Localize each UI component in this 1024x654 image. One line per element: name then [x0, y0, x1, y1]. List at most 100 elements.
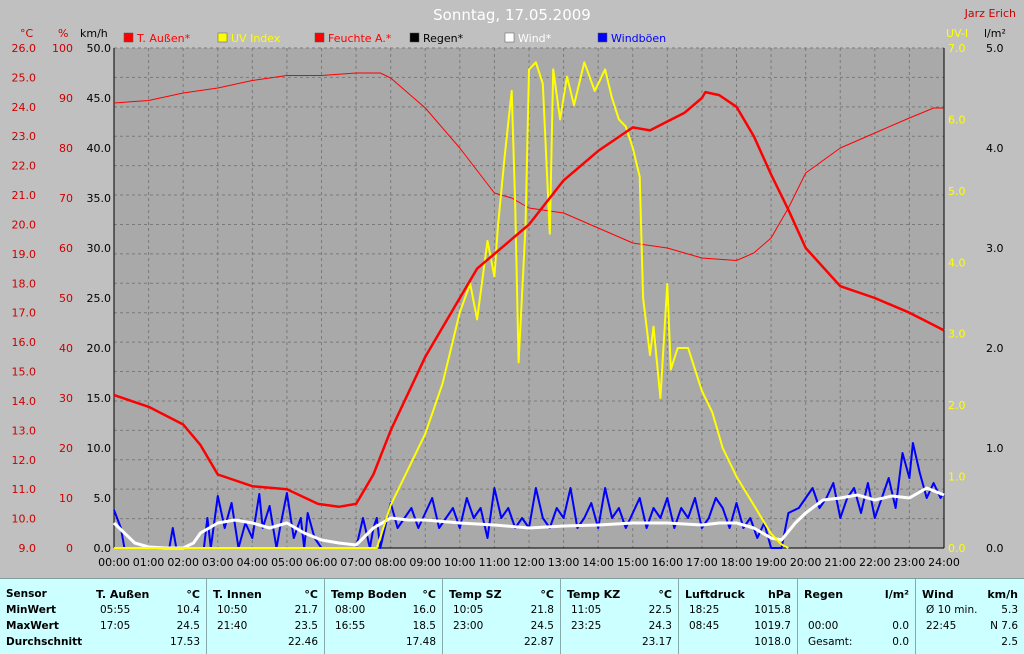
stats-table: Sensor MinWert MaxWert Durchschnitt T. A… — [0, 578, 1024, 654]
x-tick-label: 22:00 — [859, 556, 891, 569]
temp-unit-label: °C — [20, 27, 34, 40]
max-value: 1019.7 — [754, 620, 791, 632]
rain-tick-label: 3.0 — [986, 242, 1004, 255]
column-title: Luftdruck — [685, 588, 745, 601]
legend-label: Feuchte A.* — [328, 32, 392, 45]
x-tick-label: 11:00 — [479, 556, 511, 569]
column-unit: °C — [422, 588, 436, 601]
max-time: 23:00 — [453, 620, 484, 632]
temp-tick-label: 15.0 — [12, 366, 37, 379]
series-line — [113, 90, 945, 509]
avg-value: 22.46 — [287, 636, 318, 648]
wind-tick-label: 0.0 — [94, 542, 112, 555]
min-value: 16.0 — [412, 604, 436, 616]
humidity-tick-label: 20 — [59, 442, 73, 455]
x-tick-label: 14:00 — [582, 556, 614, 569]
grid — [113, 47, 945, 549]
x-tick-label: 12:00 — [513, 556, 545, 569]
min-time: 10:05 — [453, 604, 484, 616]
min-value: 5.3 — [1001, 604, 1018, 616]
x-tick-label: 03:00 — [202, 556, 234, 569]
column-unit: hPa — [767, 588, 791, 601]
chart-title: Sonntag, 17.05.2009 — [433, 6, 591, 24]
stats-column: Temp SZ °C 10:05 21.8 23:00 24.5 22.87 — [442, 579, 560, 654]
humidity-tick-label: 70 — [59, 192, 73, 205]
x-tick-label: 07:00 — [340, 556, 372, 569]
column-title: Temp Boden — [331, 588, 407, 601]
stats-column: Luftdruck hPa 18:25 1015.8 08:45 1019.7 1018.0 — [678, 579, 797, 654]
temp-tick-label: 16.0 — [12, 336, 37, 349]
stats-column: T. Außen °C 05:55 10.4 17:05 24.5 17.53 — [90, 579, 206, 654]
rain-tick-label: 1.0 — [986, 442, 1004, 455]
avg-value: 2.5 — [1001, 636, 1018, 648]
x-tick-label: 21:00 — [824, 556, 856, 569]
legend-swatch — [409, 32, 420, 43]
humidity-tick-label: 50 — [59, 292, 73, 305]
legend-label: UV Index — [231, 32, 281, 45]
x-tick-label: 18:00 — [721, 556, 753, 569]
temp-tick-label: 22.0 — [12, 160, 37, 173]
humidity-unit-label: % — [58, 27, 68, 40]
stats-column: Temp Boden °C 08:00 16.0 16:55 18.5 17.48 — [324, 579, 442, 654]
min-value: 10.4 — [176, 604, 200, 616]
min-time: 10:50 — [217, 604, 248, 616]
max-time: 21:40 — [217, 620, 248, 632]
wind-tick-label: 30.0 — [87, 242, 112, 255]
x-tick-label: 19:00 — [755, 556, 787, 569]
wind-tick-label: 50.0 — [87, 42, 112, 55]
humidity-tick-label: 100 — [52, 42, 73, 55]
legend-swatch — [314, 32, 325, 43]
wind-tick-label: 40.0 — [87, 142, 112, 155]
wind-tick-label: 10.0 — [87, 442, 112, 455]
avg-value: 23.17 — [641, 636, 672, 648]
uv-tick-label: 6.0 — [948, 113, 966, 126]
min-value: 1015.8 — [754, 604, 791, 616]
column-title: Temp KZ — [567, 588, 621, 601]
x-tick-label: 16:00 — [651, 556, 683, 569]
wind-tick-label: 45.0 — [87, 92, 112, 105]
x-tick-label: 10:00 — [444, 556, 476, 569]
column-unit: °C — [658, 588, 672, 601]
humidity-tick-label: 40 — [59, 342, 73, 355]
temp-tick-label: 14.0 — [12, 395, 37, 408]
stats-column: T. Innen °C 10:50 21.7 21:40 23.5 22.46 — [206, 579, 324, 654]
column-title: Wind — [922, 588, 954, 601]
wind-tick-label: 35.0 — [87, 192, 112, 205]
rain-unit-label: l/m² — [984, 27, 1006, 40]
min-time: 08:00 — [335, 604, 366, 616]
humidity-tick-label: 30 — [59, 392, 73, 405]
max-value: N 7.6 — [990, 620, 1018, 632]
temp-tick-label: 20.0 — [12, 218, 37, 231]
legend-swatch — [123, 32, 134, 43]
rain-tick-label: 0.0 — [986, 542, 1004, 555]
column-title: Temp SZ — [449, 588, 502, 601]
column-unit: °C — [540, 588, 554, 601]
x-tick-label: 13:00 — [548, 556, 580, 569]
legend-label: T. Außen* — [136, 32, 191, 45]
temp-tick-label: 9.0 — [19, 542, 37, 555]
x-tick-label: 23:00 — [894, 556, 926, 569]
stats-column: Regen l/m² 00:00 0.0 Gesamt: 0.0 — [797, 579, 915, 654]
uv-tick-label: 2.0 — [948, 399, 966, 412]
wind-unit-label: km/h — [80, 27, 108, 40]
min-time: 11:05 — [571, 604, 602, 616]
column-title: T. Innen — [213, 588, 262, 601]
column-unit: °C — [304, 588, 318, 601]
uv-tick-label: 4.0 — [948, 256, 966, 269]
column-unit: km/h — [987, 588, 1018, 601]
avg-value: 22.87 — [523, 636, 554, 648]
max-value: 18.5 — [412, 620, 436, 632]
temp-tick-label: 24.0 — [12, 101, 37, 114]
temp-tick-label: 21.0 — [12, 189, 37, 202]
x-tick-label: 20:00 — [790, 556, 822, 569]
rain-tick-label: 2.0 — [986, 342, 1004, 355]
x-tick-label: 00:00 — [98, 556, 130, 569]
uv-tick-label: 1.0 — [948, 471, 966, 484]
temp-tick-label: 11.0 — [12, 483, 37, 496]
max-time: 08:45 — [689, 620, 720, 632]
min-time: Ø 10 min. — [926, 604, 978, 616]
wind-tick-label: 25.0 — [87, 292, 112, 305]
humidity-tick-label: 10 — [59, 492, 73, 505]
x-tick-label: 15:00 — [617, 556, 649, 569]
